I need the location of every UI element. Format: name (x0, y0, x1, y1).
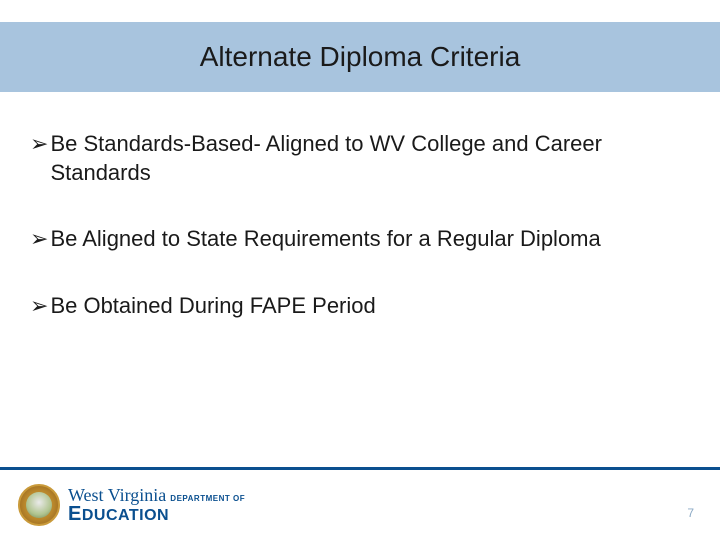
education-word: EDUCATION (68, 504, 245, 524)
state-name: West Virginia (68, 486, 166, 504)
chevron-right-icon: ➢ (30, 225, 48, 254)
bullet-item: ➢ Be Obtained During FAPE Period (30, 292, 690, 321)
chevron-right-icon: ➢ (30, 292, 48, 321)
footer-logo: West Virginia DEPARTMENT OF EDUCATION (18, 484, 245, 526)
bullet-item: ➢ Be Standards-Based- Aligned to WV Coll… (30, 130, 690, 187)
page-number: 7 (687, 506, 694, 520)
state-seal-icon (18, 484, 60, 526)
bullet-item: ➢ Be Aligned to State Requirements for a… (30, 225, 690, 254)
dept-label: DEPARTMENT OF (170, 495, 245, 503)
logo-line1: West Virginia DEPARTMENT OF (68, 486, 245, 504)
education-rest: DUCATION (82, 507, 169, 524)
title-band: Alternate Diploma Criteria (0, 22, 720, 92)
chevron-right-icon: ➢ (30, 130, 48, 159)
bullet-text: Be Standards-Based- Aligned to WV Colleg… (50, 130, 690, 187)
slide: Alternate Diploma Criteria ➢ Be Standard… (0, 0, 720, 540)
footer-rule (0, 467, 720, 470)
logo-text: West Virginia DEPARTMENT OF EDUCATION (68, 486, 245, 524)
bullet-text: Be Obtained During FAPE Period (50, 292, 690, 321)
slide-title: Alternate Diploma Criteria (200, 41, 521, 73)
bullet-text: Be Aligned to State Requirements for a R… (50, 225, 690, 254)
content-area: ➢ Be Standards-Based- Aligned to WV Coll… (30, 130, 690, 358)
